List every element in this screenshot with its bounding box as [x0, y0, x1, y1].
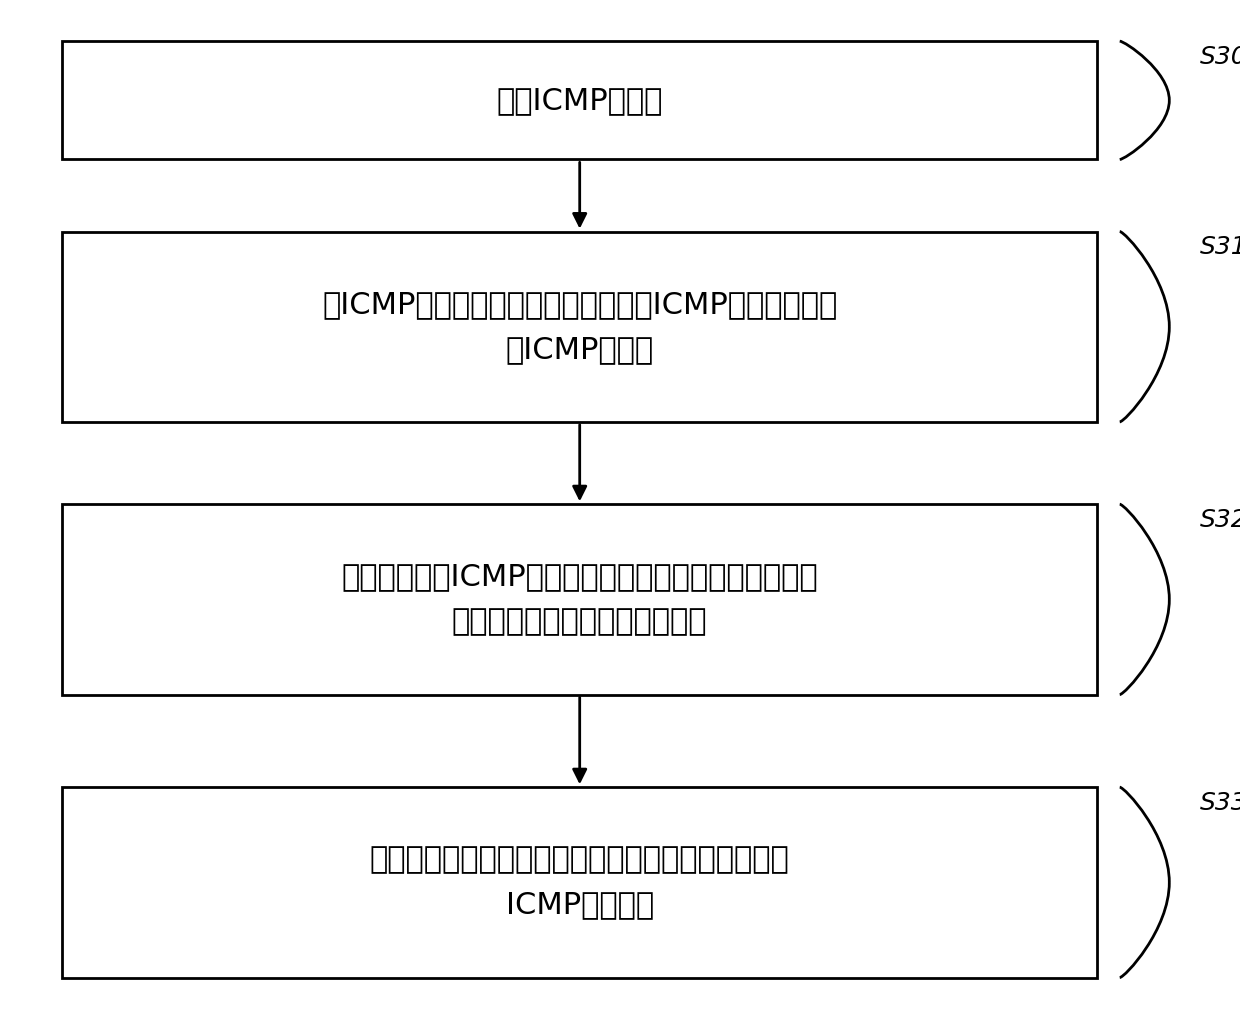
Text: 获取ICMP数据包: 获取ICMP数据包	[496, 85, 663, 115]
Text: S33: S33	[1200, 790, 1240, 815]
Bar	[62, 232, 1097, 422]
Text: S30: S30	[1200, 44, 1240, 69]
Text: 对ICMP数据包进行过滤处理得到满足ICMP默认标准的目
标ICMP数据包: 对ICMP数据包进行过滤处理得到满足ICMP默认标准的目 标ICMP数据包	[322, 289, 837, 364]
Text: S32: S32	[1200, 507, 1240, 532]
Text: S31: S31	[1200, 235, 1240, 259]
Text: 利用检测模型对目标特征向量进行检测确定是否存在
ICMP隐蔽信道: 利用检测模型对目标特征向量进行检测确定是否存在 ICMP隐蔽信道	[370, 845, 790, 920]
Text: 根据过滤后的ICMP数据包提取预设特征，根据预设特征
执行特征统计得到目标特征向量: 根据过滤后的ICMP数据包提取预设特征，根据预设特征 执行特征统计得到目标特征向…	[341, 562, 818, 637]
Bar	[62, 787, 1097, 978]
Bar	[62, 41, 1097, 159]
Bar	[62, 504, 1097, 695]
